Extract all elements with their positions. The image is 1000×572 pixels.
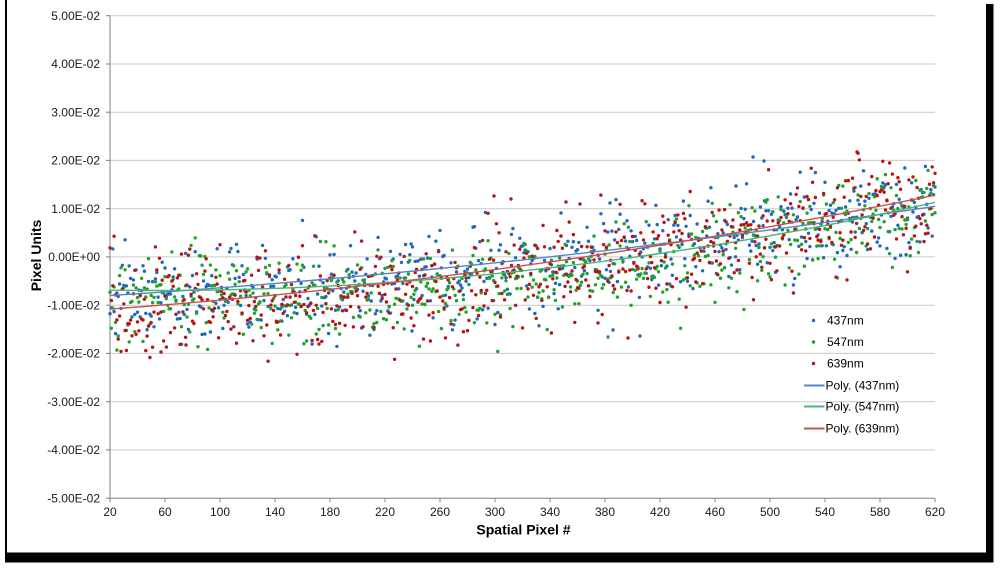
svg-text:2.00E-02: 2.00E-02 [51,154,100,168]
svg-text:540: 540 [815,505,835,519]
svg-text:Spatial Pixel #: Spatial Pixel # [476,522,570,538]
svg-text:Pixel Units: Pixel Units [28,220,44,292]
svg-text:437nm: 437nm [827,314,864,328]
svg-text:Poly. (639nm): Poly. (639nm) [826,422,900,436]
svg-text:Poly. (547nm): Poly. (547nm) [826,400,900,414]
svg-text:60: 60 [158,505,172,519]
svg-text:-2.00E-02: -2.00E-02 [47,347,100,361]
svg-text:260: 260 [430,505,450,519]
svg-text:Poly. (437nm): Poly. (437nm) [826,379,900,393]
svg-text:-3.00E-02: -3.00E-02 [47,395,100,409]
svg-text:639nm: 639nm [827,357,864,371]
svg-text:140: 140 [265,505,285,519]
svg-text:420: 420 [650,505,670,519]
svg-text:-5.00E-02: -5.00E-02 [47,491,100,505]
svg-text:0.00E+00: 0.00E+00 [48,250,100,264]
svg-text:547nm: 547nm [827,335,864,349]
svg-text:3.00E-02: 3.00E-02 [51,105,100,119]
svg-text:-4.00E-02: -4.00E-02 [47,443,100,457]
svg-text:620: 620 [925,505,945,519]
svg-text:380: 380 [595,505,615,519]
svg-text:4.00E-02: 4.00E-02 [51,57,100,71]
svg-text:460: 460 [705,505,725,519]
svg-text:1.00E-02: 1.00E-02 [51,202,100,216]
svg-text:-1.00E-02: -1.00E-02 [47,298,100,312]
svg-text:300: 300 [485,505,505,519]
svg-text:500: 500 [760,505,780,519]
svg-text:340: 340 [540,505,560,519]
svg-text:220: 220 [375,505,395,519]
svg-text:580: 580 [870,505,890,519]
svg-text:5.00E-02: 5.00E-02 [51,9,100,23]
svg-text:180: 180 [320,505,340,519]
svg-text:20: 20 [103,505,117,519]
svg-text:100: 100 [210,505,230,519]
